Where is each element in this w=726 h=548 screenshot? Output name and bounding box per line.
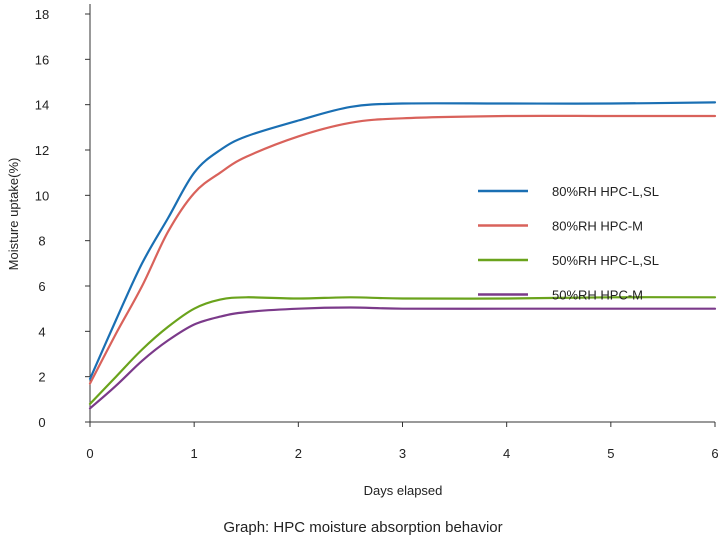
series-lines — [88, 101, 717, 410]
y-tick-label: 0 — [38, 415, 45, 430]
legend-label-3: 50%RH HPC-L,SL — [552, 253, 659, 268]
y-tick-label: 2 — [38, 370, 45, 385]
x-axis-ticks: 0 1 2 3 4 5 6 — [86, 422, 719, 461]
legend-label-1: 80%RH HPC-L,SL — [552, 184, 659, 199]
series-line-2 — [88, 114, 717, 385]
series-line-4 — [88, 306, 717, 410]
y-tick-label: 14 — [35, 98, 49, 113]
y-tick-label: 12 — [35, 143, 49, 158]
legend-label-4: 50%RH HPC-M — [552, 288, 643, 303]
axes — [89, 4, 715, 423]
y-tick-label: 16 — [35, 52, 49, 67]
y-axis-title: Moisture uptake(%) — [6, 158, 21, 271]
figure-caption: Graph: HPC moisture absorption behavior — [223, 519, 503, 536]
x-axis-title: Days elapsed — [364, 483, 443, 498]
legend: 80%RH HPC-L,SL 80%RH HPC-M 50%RH HPC-L,SL 5… — [478, 184, 659, 303]
legend-label-2: 80%RH HPC-M — [552, 219, 643, 234]
x-tick-label: 0 — [86, 446, 93, 461]
x-tick-label: 4 — [503, 446, 510, 461]
y-axis-ticks: 0 2 4 6 8 10 12 14 16 18 — [35, 7, 90, 430]
x-tick-label: 1 — [191, 446, 198, 461]
y-tick-label: 8 — [38, 234, 45, 249]
series-line-3 — [88, 296, 717, 405]
x-tick-label: 6 — [711, 446, 718, 461]
y-tick-label: 18 — [35, 7, 49, 22]
x-tick-label: 2 — [295, 446, 302, 461]
y-tick-label: 6 — [38, 279, 45, 294]
series-line-1 — [88, 101, 717, 380]
y-tick-label: 10 — [35, 188, 49, 203]
x-tick-label: 3 — [399, 446, 406, 461]
y-tick-label: 4 — [38, 324, 45, 339]
x-tick-label: 5 — [607, 446, 614, 461]
